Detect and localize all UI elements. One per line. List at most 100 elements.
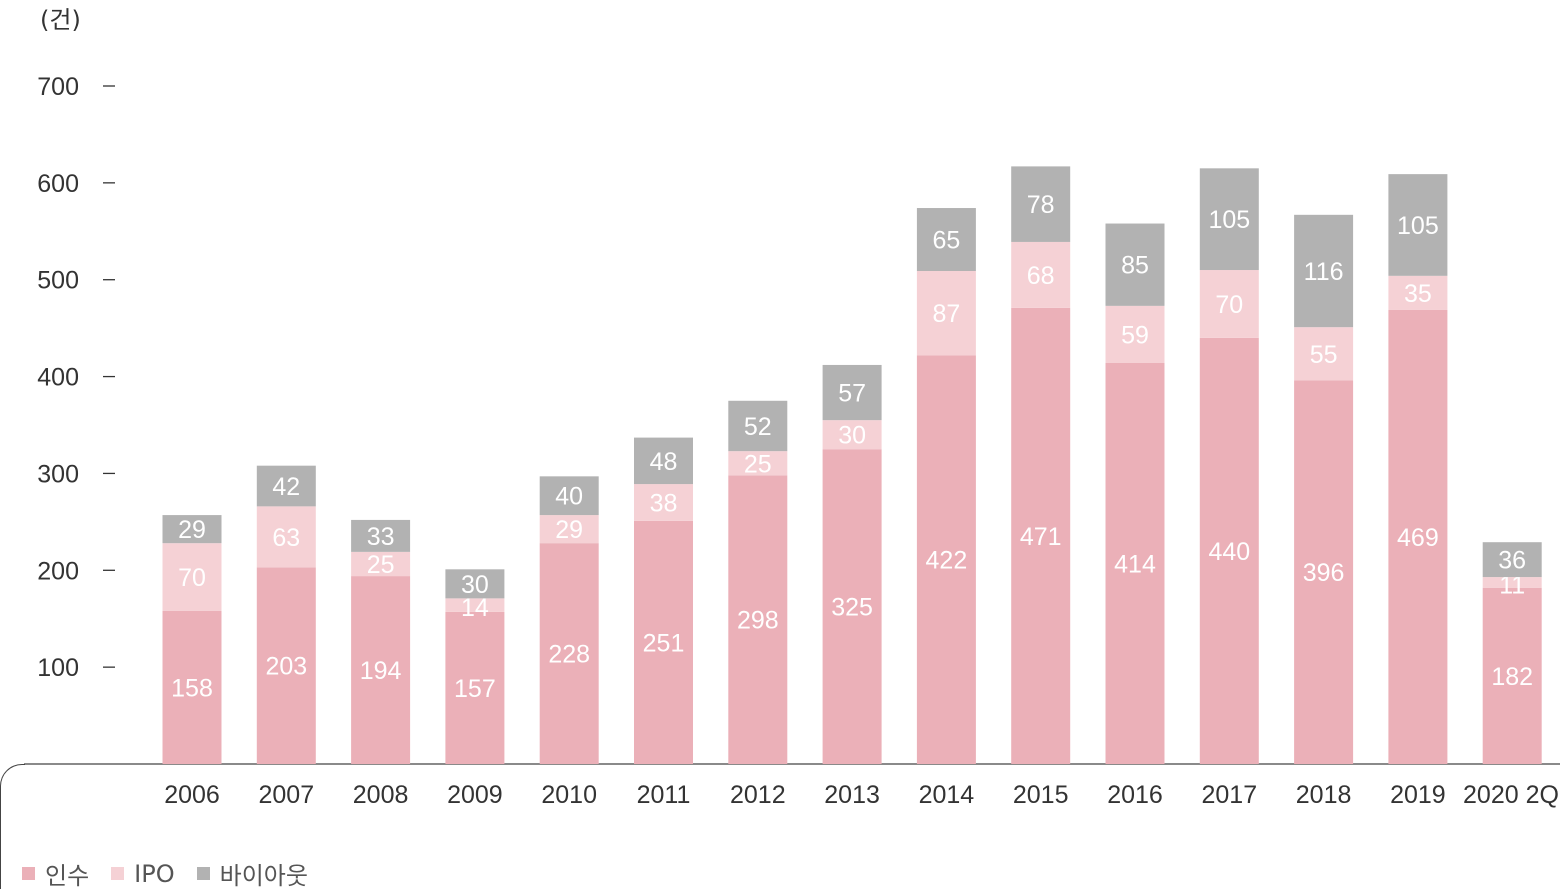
data-label-ipo: 59 (1121, 321, 1149, 349)
bar-segment-buyout (728, 400, 788, 452)
data-label-ipo: 87 (932, 300, 960, 328)
data-label-ipo: 25 (367, 551, 395, 579)
bar-segment-acquisition (162, 610, 222, 764)
bar-segment-acquisition (1294, 380, 1354, 764)
x-tick-label: 2007 (258, 781, 314, 809)
data-label-buyout: 30 (461, 571, 489, 599)
bar-segment-buyout (1388, 174, 1448, 276)
data-label-buyout: 48 (650, 448, 678, 476)
bar-segment-acquisition (1388, 309, 1448, 764)
bar-segment-acquisition (1011, 307, 1071, 764)
data-label-buyout: 40 (555, 483, 583, 511)
bar-segment-acquisition (1482, 587, 1542, 764)
y-tick-label: 400 (37, 364, 79, 392)
data-label-ipo: 55 (1310, 341, 1338, 369)
bar-segment-acquisition (1105, 363, 1165, 764)
data-label-acquisition: 228 (548, 641, 590, 669)
bar-segment-buyout (634, 437, 693, 485)
x-tick-label: 2012 (730, 781, 786, 809)
bar-segment-ipo (822, 420, 882, 450)
bar-group: 251 38 48 (634, 437, 693, 764)
x-tick-label: 2018 (1296, 781, 1352, 809)
data-label-ipo: 68 (1027, 262, 1055, 290)
legend-swatch-buyout (196, 867, 210, 880)
data-label-ipo: 30 (838, 422, 866, 450)
data-label-acquisition: 203 (265, 653, 307, 681)
bar-group: 298 25 52 (728, 400, 788, 764)
bar-segment-buyout (445, 569, 505, 599)
bar-group: 325 30 57 (822, 364, 882, 764)
bar-group: 203 63 42 (256, 465, 316, 764)
x-tick-label: 2013 (824, 781, 880, 809)
data-label-buyout: 57 (838, 380, 866, 408)
x-tick-label: 2006 (164, 781, 220, 809)
data-label-buyout: 78 (1027, 191, 1055, 219)
legend-swatch-ipo (111, 867, 125, 880)
data-label-ipo: 35 (1404, 280, 1432, 308)
bar-group: 469 35 105 (1388, 174, 1448, 764)
data-label-acquisition: 251 (643, 629, 685, 657)
bar-segment-acquisition (728, 475, 788, 764)
y-tick-label: 500 (37, 267, 79, 295)
data-label-buyout: 105 (1208, 206, 1250, 234)
bar-group: 414 59 85 (1105, 223, 1165, 764)
bar-group: 228 29 40 (539, 476, 599, 764)
data-label-buyout: 42 (272, 473, 300, 501)
bar-segment-ipo (1011, 241, 1071, 308)
legend-swatch-acquisition (22, 867, 35, 880)
x-tick-label: 2020 2Q (1463, 781, 1559, 809)
data-label-ipo: 14 (461, 594, 489, 622)
bar-group: 158 70 29 (162, 515, 222, 764)
data-label-acquisition: 298 (737, 607, 779, 635)
data-label-ipo: 70 (1215, 291, 1243, 319)
bar-segment-ipo (1105, 305, 1165, 364)
bar-segment-ipo (728, 451, 788, 476)
x-axis-labels: 2006 2007 2008 2009 2010 2011 2012 2013 2014 2015… (164, 781, 1559, 809)
legend-label-acquisition: 인수 (45, 862, 90, 890)
data-label-acquisition: 396 (1303, 559, 1345, 587)
bar-segment-buyout (539, 476, 599, 516)
data-label-buyout: 85 (1121, 252, 1149, 280)
data-label-buyout: 52 (744, 413, 772, 441)
bar-group: 440 70 105 (1199, 168, 1259, 764)
y-tick-label: 600 (37, 170, 79, 198)
y-axis-unit-label: (건) (40, 6, 81, 34)
data-label-acquisition: 325 (831, 594, 873, 622)
legend-item-buyout: 바이아웃 (196, 856, 308, 891)
bar-segment-buyout (822, 364, 882, 421)
bar-segment-ipo (1388, 275, 1448, 310)
data-label-acquisition: 157 (454, 675, 496, 703)
bar-segment-ipo (256, 506, 316, 568)
x-tick-label: 2010 (541, 781, 597, 809)
legend: 인수 IPO 바이아웃 (22, 856, 330, 891)
data-label-buyout: 29 (178, 516, 206, 544)
data-label-acquisition: 414 (1114, 551, 1156, 579)
bar-segment-buyout (1011, 166, 1071, 242)
data-label-ipo: 29 (555, 516, 583, 544)
y-axis: 100 200 300 400 500 600 700 (24, 73, 1560, 765)
bar-segment-acquisition (351, 576, 411, 764)
legend-item-ipo: IPO (111, 859, 175, 888)
legend-label-ipo: IPO (134, 859, 175, 888)
data-label-buyout: 105 (1397, 212, 1439, 240)
bar-segment-ipo (445, 598, 505, 612)
x-tick-label: 2011 (637, 781, 691, 809)
data-label-buyout: 36 (1498, 547, 1526, 575)
data-label-acquisition: 194 (360, 657, 402, 685)
bar-segment-ipo (1482, 577, 1542, 588)
bar-segment-buyout (162, 515, 222, 544)
data-label-acquisition: 182 (1491, 663, 1533, 691)
bar-segment-ipo (1199, 270, 1259, 338)
data-label-ipo: 70 (178, 564, 206, 592)
bar-segment-ipo (916, 270, 976, 356)
bar-segment-acquisition (634, 520, 693, 764)
x-tick-label: 2014 (919, 781, 975, 809)
bar-segment-acquisition (916, 355, 976, 764)
x-tick-label: 2019 (1390, 781, 1446, 809)
x-tick-label: 2015 (1013, 781, 1069, 809)
data-label-ipo: 25 (744, 450, 772, 478)
data-label-acquisition: 440 (1208, 538, 1250, 566)
bar-segment-buyout (1105, 223, 1165, 306)
